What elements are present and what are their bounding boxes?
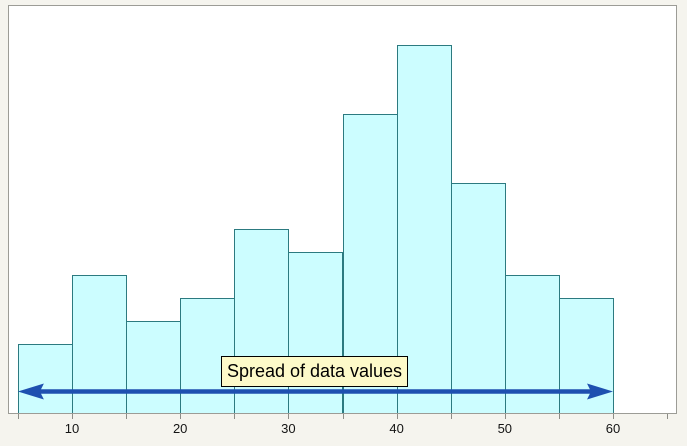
x-axis-tick	[504, 414, 506, 419]
x-axis-tick	[396, 414, 398, 419]
histogram-bar	[126, 321, 182, 413]
spread-label-text: Spread of data values	[226, 361, 403, 381]
x-axis-tick-label: 50	[497, 421, 513, 436]
x-axis-tick	[72, 414, 73, 419]
x-axis-tick	[17, 414, 19, 419]
histogram-bar	[396, 45, 452, 413]
x-axis-tick	[558, 414, 560, 419]
x-axis-tick-label: 40	[389, 421, 404, 436]
histogram-bar	[288, 252, 344, 413]
x-axis-tick	[126, 414, 128, 419]
x-axis-tick-label: 20	[172, 421, 188, 436]
x-axis-tick-label: 10	[64, 421, 80, 436]
histogram-bar	[17, 344, 73, 413]
histogram-bar	[180, 298, 236, 413]
histogram-bar	[72, 275, 128, 413]
x-axis-tick	[180, 414, 182, 419]
plot-frame	[8, 5, 677, 414]
x-axis-tick-label: 30	[281, 421, 296, 436]
x-axis-tick-label: 60	[605, 421, 621, 436]
x-axis-tick	[234, 414, 236, 419]
spread-label-box: Spread of data values	[221, 356, 408, 387]
x-axis-tick	[450, 414, 452, 419]
histogram-bar	[450, 183, 506, 413]
bars-container	[9, 6, 676, 413]
histogram-bar	[558, 298, 614, 413]
x-axis-tick	[342, 414, 344, 419]
histogram-bar	[504, 275, 560, 413]
x-axis-tick	[667, 414, 669, 419]
x-axis-tick	[288, 414, 290, 419]
x-axis-tick	[613, 414, 614, 419]
